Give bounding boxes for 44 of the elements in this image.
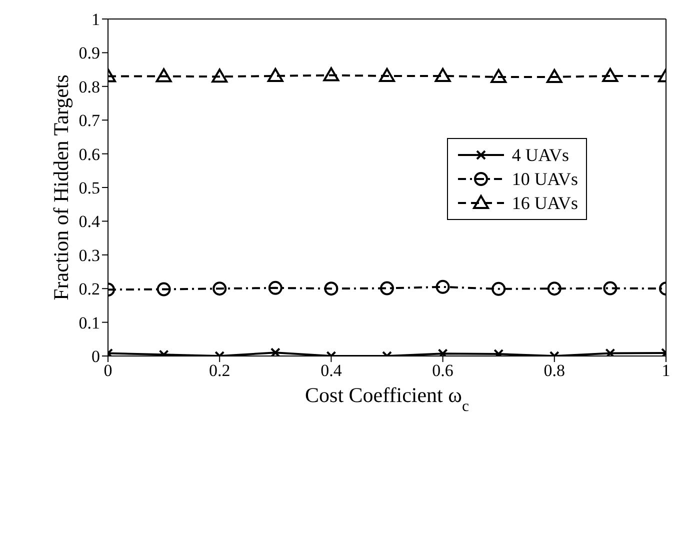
legend-label: 16 UAVs	[512, 192, 578, 214]
point	[603, 281, 618, 296]
point	[379, 68, 395, 82]
point	[547, 282, 562, 296]
point	[438, 348, 448, 356]
y-tick-label: 0.7	[78, 111, 100, 130]
point	[436, 280, 450, 294]
y-tick-label: 0.8	[78, 77, 100, 96]
x-axis-title: Cost Coefficient ω$_{c}$	[305, 383, 469, 414]
x-tick-label: 0.8	[544, 361, 566, 380]
point	[380, 281, 394, 296]
x-tick-label: 0.6	[432, 361, 454, 380]
point	[324, 282, 338, 296]
y-tick-label: 0.5	[78, 178, 100, 198]
point	[602, 68, 618, 82]
y-tick-label: 1	[92, 10, 100, 30]
point	[492, 282, 506, 296]
x-tick-label: 0.4	[320, 361, 342, 380]
point	[267, 68, 284, 82]
point	[605, 348, 616, 356]
y-tick-label: 0.6	[78, 144, 100, 164]
point	[212, 282, 227, 296]
y-tick-label: 0.1	[78, 313, 100, 332]
y-tick-label: 0	[92, 347, 100, 366]
x-tick-label: 0	[104, 361, 112, 380]
x-tick-label: 0.2	[208, 361, 230, 380]
point	[270, 348, 280, 356]
y-tick-label: 0.3	[78, 246, 100, 265]
point	[434, 68, 451, 82]
point	[156, 68, 172, 82]
point	[212, 68, 228, 83]
y-tick-label: 0.4	[78, 212, 100, 232]
legend-label: 4 UAVs	[512, 144, 569, 166]
x-tick-label: 1	[662, 361, 670, 380]
y-tick-label: 0.9	[78, 44, 100, 63]
point	[268, 280, 282, 295]
point	[156, 282, 171, 296]
point	[323, 67, 340, 82]
point	[546, 68, 562, 83]
y-axis-title: Fraction of Hidden Targets	[49, 74, 73, 300]
legend-label: 10 UAVs	[512, 168, 578, 190]
point	[494, 348, 504, 356]
y-tick-label: 0.2	[78, 280, 100, 299]
point	[490, 68, 507, 83]
